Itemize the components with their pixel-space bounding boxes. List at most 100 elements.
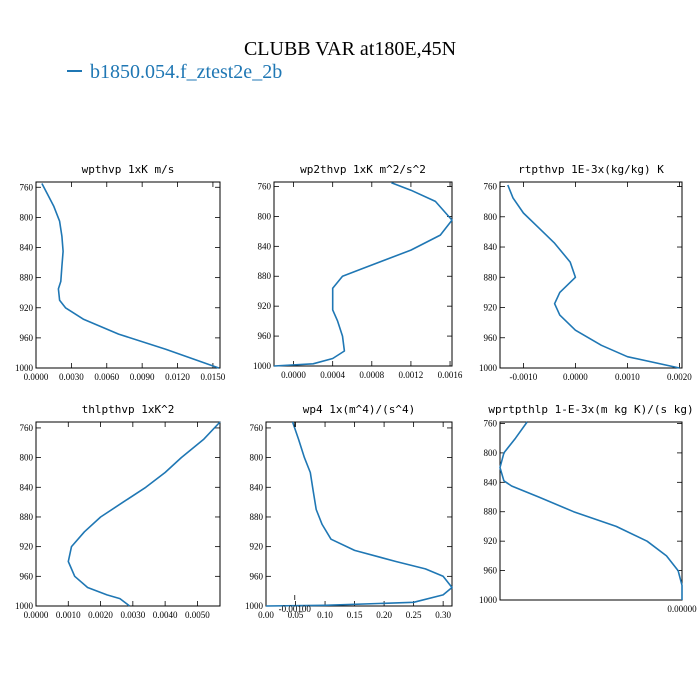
panel-5: wp4 1x(m^4)/(s^4)76080084088092096010000… — [245, 403, 453, 620]
y-tick-label: 1000 — [15, 601, 34, 611]
panel-2: wp2thvp 1xK m^2/s^2 760 800 840 880 920 960 100… — [253, 163, 463, 380]
x-tick-label: 0.0030 — [59, 372, 84, 382]
x-tick-label: 0.0000 — [281, 370, 306, 380]
y-tick-label: 880 — [20, 512, 34, 522]
y-tick-label: 800 — [20, 453, 34, 463]
panel-1: wpthvp 1xK m/s76080084088092096010000.00… — [15, 163, 226, 382]
x-tick-label: 0.00000 — [667, 604, 697, 614]
panel-title: thlpthvp 1xK^2 — [82, 403, 175, 416]
y-tick-label: 880 — [484, 272, 498, 282]
y-tick-label: 920 — [258, 301, 272, 311]
x-tick-label: 0.0020 — [667, 372, 692, 382]
panel-title: wpthvp 1xK m/s — [82, 163, 175, 176]
y-tick-label: 760 — [250, 423, 264, 433]
panel-4: thlpthvp 1xK^276080084088092096010000.00… — [15, 403, 221, 620]
plot-frame — [35, 421, 221, 607]
x-tick-label: 0.0008 — [359, 370, 384, 380]
x-tick-label: 0.15 — [347, 610, 363, 620]
x-tick-label: 0.0040 — [153, 610, 178, 620]
y-tick-label: 920 — [250, 542, 264, 552]
x-tick-label: 0.0016 — [438, 370, 463, 380]
y-tick-label: 1000 — [253, 361, 272, 371]
x-tick-label: -0.00100 — [279, 604, 312, 614]
y-tick-label: 760 — [484, 182, 498, 192]
y-tick-label: 920 — [484, 536, 498, 546]
panel-title: wp2thvp 1xK m^2/s^2 — [300, 163, 426, 176]
x-tick-label: 0.30 — [435, 610, 451, 620]
y-tick-label: 1000 — [479, 595, 498, 605]
y-tick-label: 840 — [250, 482, 264, 492]
y-tick-label: 800 — [258, 211, 272, 221]
y-tick-label: 1000 — [479, 363, 498, 373]
x-tick-label: 0.0012 — [399, 370, 424, 380]
y-tick-label: 880 — [258, 271, 272, 281]
y-tick-label: 800 — [250, 453, 264, 463]
y-tick-label: 960 — [258, 331, 272, 341]
x-tick-label: 0.0010 — [615, 372, 640, 382]
plot-frame — [265, 421, 453, 607]
y-tick-label: 840 — [484, 242, 498, 252]
y-tick-label: 800 — [484, 448, 498, 458]
x-tick-label: 0.0004 — [320, 370, 345, 380]
x-tick-label: 0.0090 — [130, 372, 155, 382]
x-tick-label: 0.25 — [406, 610, 422, 620]
x-tick-label: 0.0030 — [120, 610, 145, 620]
y-tick-label: 920 — [20, 303, 34, 313]
panel-3: rtpthvp 1E-3x(kg/kg) K 760 800 840 880 920 960… — [479, 163, 692, 382]
y-tick-label: 920 — [20, 542, 34, 552]
series-line — [273, 181, 453, 367]
plot-frame — [35, 181, 221, 369]
y-tick-label: 760 — [20, 182, 34, 192]
figure-title: CLUBB VAR at180E,45N — [244, 38, 456, 60]
x-tick-label: 0.0050 — [185, 610, 210, 620]
x-tick-label: 0.0020 — [88, 610, 113, 620]
panel-title: wp4 1x(m^4)/(s^4) — [303, 403, 416, 416]
y-tick-label: 880 — [20, 273, 34, 283]
y-tick-label: 880 — [484, 507, 498, 517]
plot-frame — [273, 181, 453, 367]
x-tick-label: 0.00 — [258, 610, 274, 620]
y-tick-label: 960 — [484, 333, 498, 343]
y-tick-label: 760 — [20, 423, 34, 433]
series-line — [507, 184, 680, 369]
y-tick-label: 760 — [258, 181, 272, 191]
series-line — [41, 183, 220, 369]
y-tick-label: 840 — [484, 477, 498, 487]
y-tick-label: 880 — [250, 512, 264, 522]
x-tick-label: 0.0000 — [563, 372, 588, 382]
y-tick-label: 760 — [484, 418, 498, 428]
panels: wpthvp 1xK m/s76080084088092096010000.00… — [15, 163, 697, 620]
x-tick-label: 0.0060 — [94, 372, 119, 382]
x-tick-label: 0.0120 — [165, 372, 190, 382]
y-tick-label: 960 — [20, 333, 34, 343]
series-line — [265, 421, 453, 607]
y-tick-label: 920 — [484, 303, 498, 313]
y-tick-label: 1000 — [245, 601, 264, 611]
y-tick-label: 960 — [20, 571, 34, 581]
series-line — [67, 421, 221, 607]
panel-title: rtpthvp 1E-3x(kg/kg) K — [518, 163, 664, 176]
y-tick-label: 1000 — [15, 363, 34, 373]
panel-6: wprtpthlp 1-E-3x(m kg K)/(s kg) 760 800 840… — [279, 403, 697, 614]
figure-legend: b1850.054.f_ztest2e_2b — [67, 61, 282, 83]
legend-label: b1850.054.f_ztest2e_2b — [90, 61, 282, 83]
x-tick-label: 0.0000 — [24, 610, 49, 620]
y-tick-label: 960 — [484, 566, 498, 576]
y-tick-label: 840 — [20, 482, 34, 492]
panel-title: wprtpthlp 1-E-3x(m kg K)/(s kg) — [488, 403, 693, 416]
y-tick-label: 800 — [20, 212, 34, 222]
y-tick-label: 840 — [258, 241, 272, 251]
x-tick-label: 0.0000 — [24, 372, 49, 382]
x-tick-label: 0.05 — [288, 610, 304, 620]
x-tick-label: -0.0010 — [510, 372, 538, 382]
y-tick-label: 960 — [250, 571, 264, 581]
y-tick-label: 800 — [484, 212, 498, 222]
x-tick-label: 0.10 — [317, 610, 333, 620]
plot-frame — [499, 181, 683, 369]
x-tick-label: 0.20 — [376, 610, 392, 620]
plot-frame — [499, 421, 683, 601]
x-tick-label: 0.0010 — [56, 610, 81, 620]
x-tick-label: 0.0150 — [201, 372, 226, 382]
y-tick-label: 840 — [20, 243, 34, 253]
